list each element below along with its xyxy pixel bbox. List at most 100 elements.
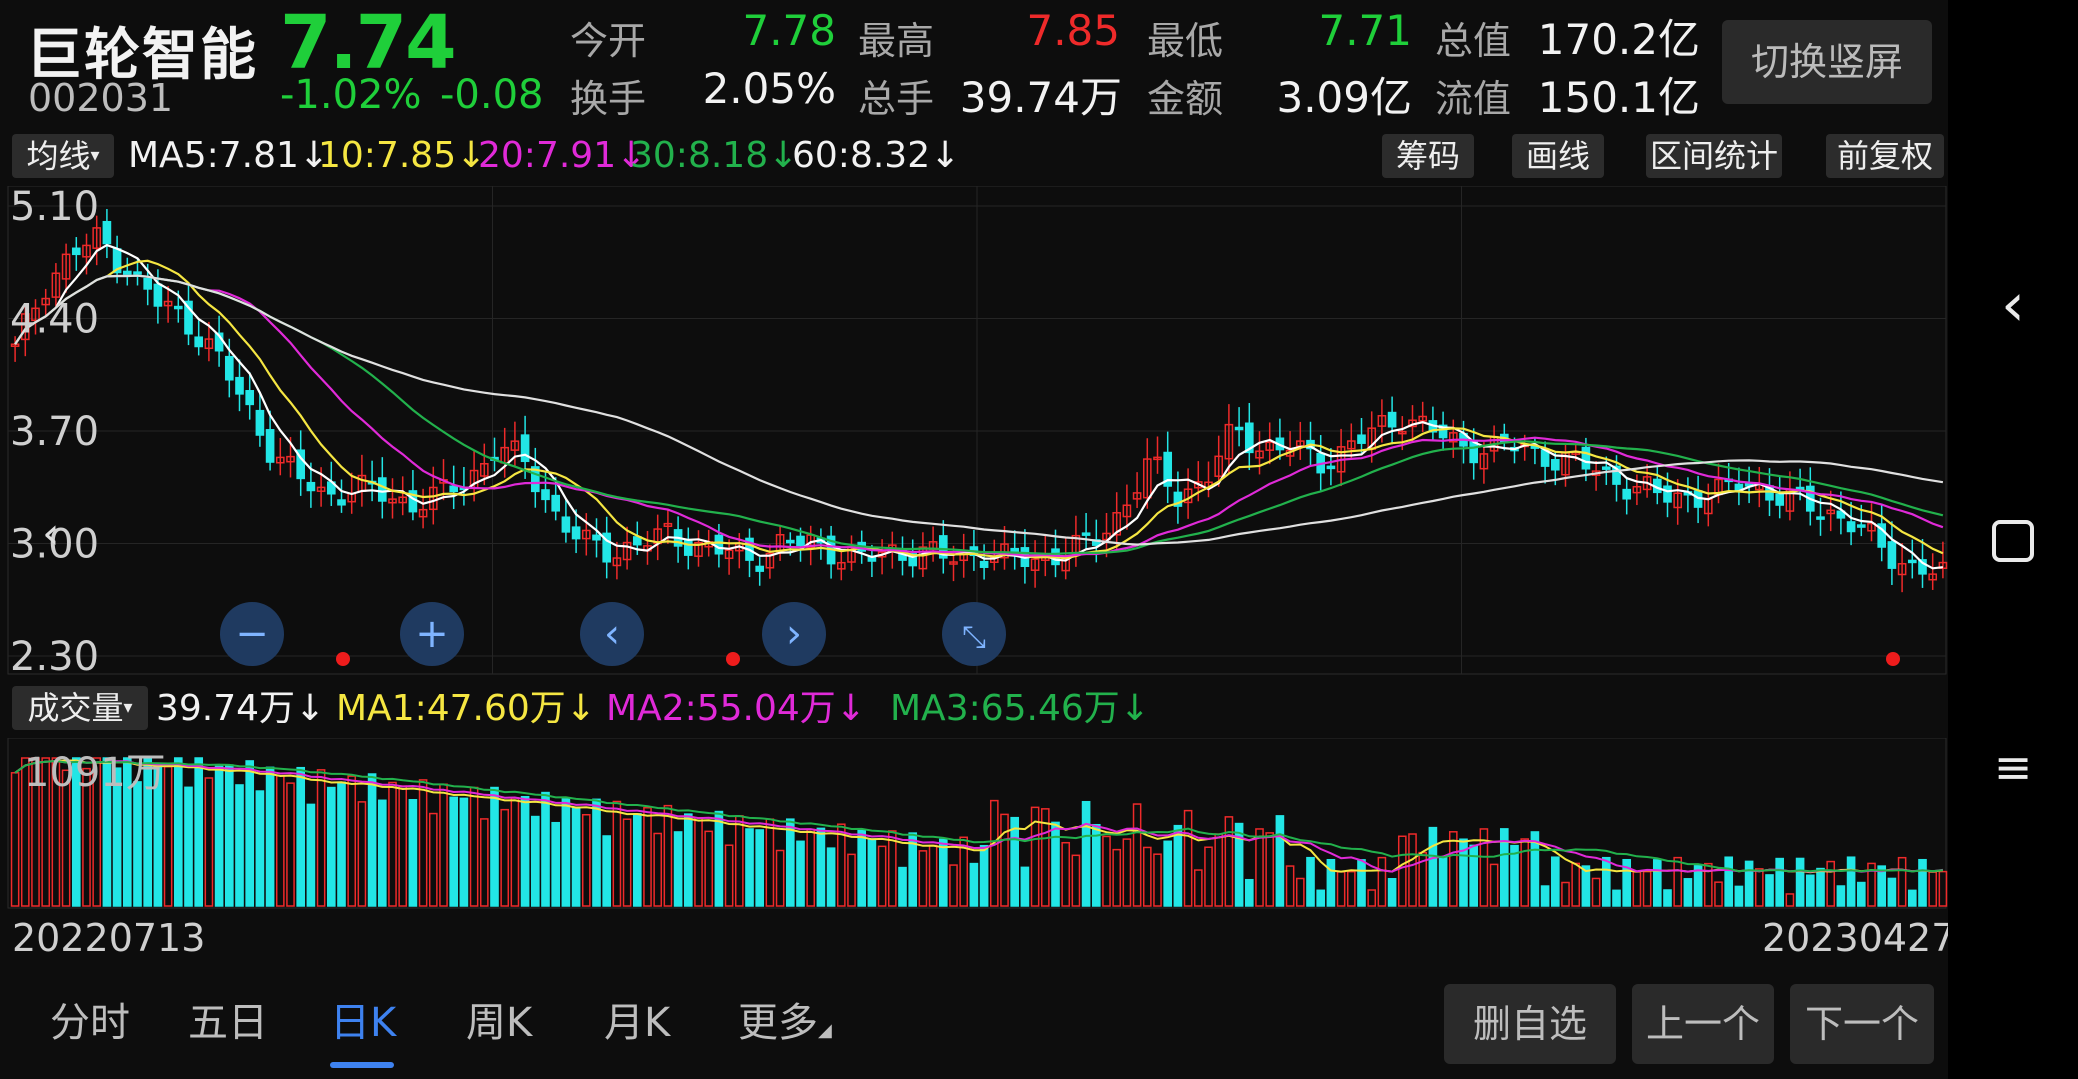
forward-adjust-button[interactable]: 前复权	[1826, 134, 1944, 178]
volume-bar	[1530, 831, 1540, 907]
volume-bar	[1091, 823, 1101, 907]
volume-bar	[683, 813, 693, 907]
volume-bar	[765, 818, 775, 907]
chart-back-chevron-icon[interactable]: ‹	[42, 508, 60, 559]
tab-daily-k[interactable]: 日K	[330, 1000, 397, 1046]
volume-bar	[326, 786, 336, 907]
volume-bar	[449, 796, 459, 907]
candle-body	[337, 499, 346, 506]
volume-bar	[1714, 881, 1723, 907]
turnover-label: 换手	[570, 77, 647, 121]
volume-bar	[1346, 870, 1356, 907]
volume-bar	[898, 866, 907, 907]
volume-bar	[745, 828, 754, 907]
candle-body	[571, 526, 581, 540]
volume-bar	[1795, 857, 1805, 907]
candle-body	[1081, 532, 1091, 536]
system-nav-bar: ‹ ≡	[1948, 0, 2078, 1079]
candle-body	[1377, 414, 1387, 427]
candle-body	[592, 534, 601, 541]
candle-body	[938, 535, 948, 559]
tab-five-day[interactable]: 五日	[188, 1000, 268, 1046]
volume-bar	[1173, 824, 1183, 907]
volume-bar	[428, 812, 438, 907]
volume-bar	[1183, 809, 1193, 907]
volume-bar	[1234, 822, 1244, 907]
chip-distribution-button[interactable]: 筹码	[1382, 134, 1474, 178]
volume-bar	[388, 781, 397, 907]
tab-intraday[interactable]: 分时	[50, 1000, 130, 1046]
volume-bar	[724, 844, 734, 907]
candle-body	[1163, 451, 1173, 487]
volume-bar	[1897, 856, 1907, 907]
candle-body	[184, 300, 193, 335]
candle-body	[51, 272, 61, 298]
switch-portrait-button[interactable]: 切换竖屏	[1722, 20, 1932, 104]
volume-bar	[398, 785, 408, 907]
ma-selector[interactable]: 均线▾	[12, 134, 114, 178]
ma20-line	[14, 274, 1944, 558]
volume-bar	[133, 781, 142, 907]
ma30-value: 30:8.18↓	[630, 135, 799, 176]
volume-selector[interactable]: 成交量▾	[12, 686, 148, 730]
candle-body	[194, 336, 204, 348]
tab-monthly-k[interactable]: 月K	[604, 1000, 671, 1046]
back-icon[interactable]: ‹	[2001, 270, 2025, 340]
event-marker[interactable]	[1886, 652, 1900, 666]
volume-bar	[337, 781, 346, 907]
candle-body	[1000, 543, 1009, 559]
volume-bar	[1275, 815, 1285, 907]
corner-triangle-icon: ◢	[818, 1020, 832, 1041]
remove-watchlist-button[interactable]: 删自选	[1444, 984, 1616, 1064]
price-chart[interactable]: 5.10 4.40 3.70 3.00 2.30	[0, 186, 1948, 676]
tab-weekly-k[interactable]: 周K	[466, 1000, 533, 1046]
price-grid	[8, 186, 1946, 674]
volume-bar	[479, 818, 489, 907]
collapse-button[interactable]: ⤡	[942, 602, 1006, 666]
volume-bar	[510, 797, 520, 907]
volume-bar	[847, 853, 856, 907]
candle-body	[377, 477, 387, 502]
candle-body	[1632, 485, 1642, 494]
volume-bar	[224, 764, 234, 907]
zoom-in-button[interactable]: +	[400, 602, 464, 666]
volume-bar	[20, 757, 30, 907]
volume-bar	[92, 757, 102, 907]
volume-bar	[1112, 848, 1122, 907]
volume-bar	[418, 779, 428, 907]
volume-bar	[367, 773, 377, 907]
volume-chart[interactable]: 1091万	[0, 738, 1948, 910]
next-stock-button[interactable]: 下一个	[1790, 984, 1934, 1064]
scroll-right-button[interactable]: ›	[762, 602, 826, 666]
volume-bar	[1846, 856, 1856, 907]
open-label: 今开	[570, 19, 647, 63]
volume-bar	[143, 757, 153, 907]
draw-line-button[interactable]: 画线	[1512, 134, 1604, 178]
range-stats-button[interactable]: 区间统计	[1646, 134, 1782, 178]
stock-code: 002031	[28, 76, 174, 120]
volume-bar	[959, 836, 969, 907]
volume-bar	[265, 766, 275, 907]
volume-bar	[918, 850, 928, 907]
event-marker[interactable]	[336, 652, 350, 666]
home-icon[interactable]	[1948, 520, 2078, 566]
previous-stock-button[interactable]: 上一个	[1632, 984, 1774, 1064]
recents-icon[interactable]: ≡	[1993, 740, 2033, 794]
volume-bar	[1734, 885, 1744, 907]
tab-more[interactable]: 更多◢	[738, 990, 832, 1048]
volume-bar	[1499, 828, 1509, 907]
high-label: 最高	[858, 19, 935, 63]
volume-bar	[938, 838, 948, 907]
chevron-left-icon: ‹	[604, 611, 620, 657]
volume-bar	[1510, 844, 1519, 907]
volume-bar	[785, 818, 795, 907]
volume-bar	[377, 799, 387, 907]
event-marker[interactable]	[726, 652, 740, 666]
candle-body	[530, 466, 540, 493]
volume-bar	[1561, 881, 1570, 907]
low-label: 最低	[1147, 19, 1224, 63]
candle-body	[694, 541, 703, 557]
scroll-left-button[interactable]: ‹	[580, 602, 644, 666]
zoom-out-button[interactable]: −	[220, 602, 284, 666]
volume-bar	[1459, 838, 1468, 907]
